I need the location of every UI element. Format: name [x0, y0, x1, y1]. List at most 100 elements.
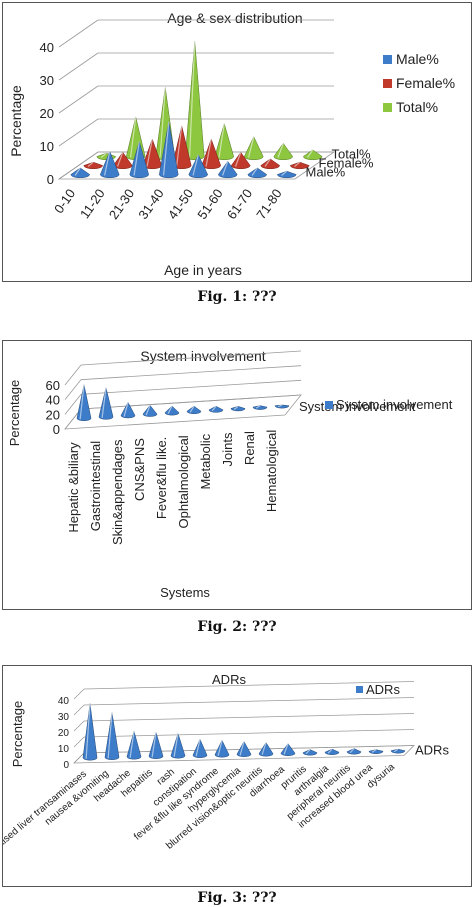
depth-label: Male%	[306, 165, 346, 180]
cone-Total%-61-70	[273, 142, 293, 161]
cone-System involvement-Fever&flu like.	[164, 405, 180, 416]
cone-Male%-0-10	[70, 167, 90, 179]
category-label: Hematological	[264, 430, 279, 512]
cone-highlight	[175, 125, 183, 167]
chart3-marks	[82, 703, 406, 761]
chart2-title: System involvement	[140, 348, 265, 364]
legend-total-swatch	[383, 103, 392, 112]
cone-highlight	[129, 116, 137, 158]
cone-highlight	[251, 167, 258, 176]
side-gridline	[73, 704, 85, 716]
category-label: 61-70	[224, 186, 255, 222]
cone-highlight	[247, 136, 255, 158]
legend-system-swatch	[325, 401, 333, 409]
cone-highlight	[307, 149, 314, 158]
cone-highlight	[217, 740, 223, 756]
cone-highlight	[162, 121, 170, 176]
floor-outline	[73, 745, 415, 764]
y-tick-label: 40	[46, 393, 60, 408]
chart2-ylabel: Percentage	[7, 380, 22, 447]
legend-male-swatch	[383, 55, 392, 64]
category-label: Skin&appendages	[110, 439, 125, 545]
category-label: Renal	[242, 431, 257, 465]
cone-ADRs-hepatitis	[148, 731, 164, 759]
cone-highlight	[281, 170, 288, 176]
gridline	[80, 350, 302, 366]
cone-highlight	[264, 158, 271, 167]
cone-highlight	[221, 161, 229, 176]
category-label: raised liver transaminases	[3, 769, 89, 852]
cone-Female%-61-70	[260, 158, 280, 170]
y-tick-label: 20	[58, 728, 70, 739]
cone-Male%-31-40	[159, 121, 179, 179]
cone-highlight	[87, 161, 94, 167]
gridline	[80, 379, 302, 395]
legend-male-label: Male%	[396, 51, 439, 67]
y-tick-label: 40	[58, 696, 70, 707]
category-label: 0-10	[51, 186, 78, 216]
cone-highlight	[188, 40, 196, 158]
chart2-svg: System involvement Percentage Systems 02…	[7, 348, 453, 600]
gridline	[83, 713, 415, 722]
legend-adrs-swatch	[356, 686, 363, 693]
cone-highlight	[234, 152, 242, 167]
y-tick-label: 0	[63, 760, 69, 771]
cone-highlight	[211, 405, 217, 412]
category-label: Metabolic	[198, 433, 213, 489]
side-gridline	[64, 394, 82, 415]
category-label: 11-20	[77, 186, 108, 221]
cone-ADRs-fever &flu like syndrome	[214, 739, 230, 758]
side-gridline	[73, 688, 85, 700]
cone-highlight	[189, 405, 195, 413]
cone-System involvement-Ophtalmological	[186, 405, 202, 414]
side-gridline	[73, 720, 85, 732]
chart1-labels: 0 10 20 30 40 0-1011-2021-3031-4041-5051-6061…	[40, 40, 374, 222]
category-label: 41-50	[165, 186, 196, 222]
legend-system-label: System involvement	[336, 397, 453, 412]
cone-System involvement-Skin&appendages	[120, 401, 136, 419]
figure1-caption: Fig. 1: ???	[197, 289, 277, 305]
cone-highlight	[151, 732, 157, 758]
category-label: Joints	[220, 432, 235, 466]
chart1-grid	[57, 19, 336, 180]
cone-Total%-51-60	[244, 136, 264, 161]
cone-highlight	[74, 167, 81, 176]
chart1-title: Age & sex distribution	[167, 10, 302, 26]
y-tick-label: 30	[58, 712, 70, 723]
cone-highlight	[85, 703, 91, 759]
depth-label: ADRs	[415, 743, 449, 758]
cone-ADRs-rash	[170, 732, 186, 759]
cone-highlight	[123, 402, 129, 417]
cone-ADRs-blurred vision&optic neuritis	[258, 742, 274, 757]
side-gridline	[64, 364, 82, 386]
y-tick-label: 0	[53, 422, 60, 437]
category-label: 51-60	[194, 186, 225, 222]
cone-highlight	[294, 161, 301, 167]
cone-Female%-0-10	[83, 161, 103, 170]
depth-label: Total%	[332, 147, 371, 162]
category-label: Fever&flu like.	[154, 437, 169, 519]
figure2-caption: Fig. 2: ???	[197, 619, 277, 635]
cone-highlight	[283, 743, 289, 755]
side-gridline	[58, 118, 99, 147]
cone-highlight	[133, 141, 140, 176]
chart1-panel: Age & sex distribution Percentage Age in…	[2, 2, 472, 282]
cone-highlight	[116, 152, 124, 167]
cone-highlight	[255, 405, 261, 409]
y-tick-label: 20	[40, 106, 54, 121]
cone-Female%-71-80	[290, 161, 310, 170]
cone-highlight	[327, 748, 333, 754]
category-label: Gastrointestinal	[88, 441, 103, 531]
chart2-grid	[64, 350, 302, 430]
y-tick-label: 20	[46, 407, 60, 422]
chart1-svg: Age & sex distribution Percentage Age in…	[8, 10, 455, 278]
category-label: Ophtalmological	[176, 435, 191, 528]
cone-ADRs-diarrhoea	[280, 743, 296, 756]
chart2-marks	[76, 384, 290, 421]
legend-total-label: Total%	[396, 99, 438, 115]
gridline	[83, 729, 415, 738]
depth-label: Female%	[319, 156, 374, 171]
side-gridline	[58, 52, 99, 81]
cone-highlight	[239, 741, 245, 756]
